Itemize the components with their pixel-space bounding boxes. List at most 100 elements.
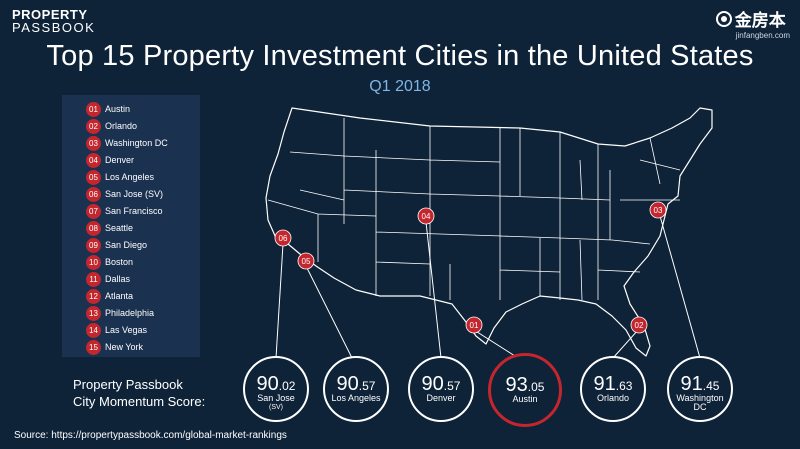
score-integer: 91 [680,373,703,395]
rank-badge: 08 [86,220,101,236]
source-citation: Source: https://propertypassbook.com/glo… [14,430,287,441]
score-circle-san-jose: 90.02 San Jose (SV) [243,356,309,422]
jinfangben-name: 金房本 [734,11,786,30]
score-decimal: .57 [443,379,461,393]
score-city: Washington [676,393,724,403]
ranking-legend: 01 Austin 02 Orlando 03 Washington DC 04… [62,95,200,357]
connector-denver [425,221,442,359]
rank-badge: 11 [86,271,101,287]
marker-washington: 03 [649,201,667,219]
rank-city: Seattle [105,223,134,233]
marker-los-angeles-label: 05 [302,257,311,266]
rank-city: Washington DC [105,138,168,148]
score-city: Orlando [596,393,630,403]
score-city: Los Angeles [331,393,381,403]
logo-line-2: PASSBOOK [12,20,96,35]
score-integer: 90 [421,373,444,395]
score-circle-austin: 93.05 Austin [488,353,562,427]
jinfangben-logo: 金房本 jinfangben.com [715,6,790,40]
score-circle-washington: 91.45 Washington DC [667,356,733,422]
marker-denver-label: 04 [422,212,431,221]
rank-badge: 05 [86,169,101,185]
marker-orlando-label: 02 [635,321,644,330]
rank-badge: 12 [86,288,101,304]
us-states [265,107,713,357]
score-integer: 90 [256,373,279,395]
legend-item: 01 Austin [86,101,130,117]
rank-badge: 07 [86,203,101,219]
score-decimal: .57 [358,379,376,393]
page-subtitle: Q1 2018 [369,78,431,95]
rank-badge: 03 [86,135,101,151]
legend-item: 09 San Diego [86,237,147,253]
legend-item: 10 Boston [86,254,133,270]
rank-city: Philadelphia [105,308,155,318]
rank-city: Las Vegas [105,325,148,335]
legend-item: 12 Atlanta [86,288,133,304]
marker-orlando: 02 [630,316,648,334]
legend-item: 02 Orlando [86,118,137,134]
rank-badge: 02 [86,118,101,134]
rank-city: Dallas [105,274,131,284]
rank-city: Boston [105,257,134,267]
rank-city: Orlando [105,121,138,131]
rank-badge: 01 [86,101,101,117]
map-markers: 01 02 03 04 05 06 [274,201,667,334]
score-integer: 90 [336,373,359,395]
score-label-line-1: Property Passbook [73,377,183,392]
marker-washington-label: 03 [654,206,663,215]
score-decimal: .05 [527,380,545,394]
marker-los-angeles: 05 [297,252,315,270]
score-city: Austin [512,394,538,404]
connector-san-jose [275,243,284,359]
rank-city: New York [105,342,144,352]
jinfangben-url: jinfangben.com [735,30,790,40]
score-decimal: .63 [615,379,633,393]
rank-badge: 06 [86,186,101,202]
rank-city: Denver [105,155,135,165]
legend-item: 15 New York [86,339,143,355]
jinfangben-mark-icon [715,10,732,27]
score-circle-orlando: 91.63 Orlando [580,356,646,422]
legend-item: 03 Washington DC [86,135,168,151]
legend-item: 14 Las Vegas [86,322,147,338]
score-city-sub: (SV) [269,404,283,411]
legend-item: 11 Dallas [86,271,130,287]
connector-orlando [612,329,639,359]
marker-austin: 01 [465,316,483,334]
legend-item: 13 Philadelphia [86,305,154,321]
legend-item: 08 Seattle [86,220,133,236]
rank-badge: 13 [86,305,101,321]
marker-denver: 04 [417,207,435,225]
score-decimal: .02 [278,379,296,393]
legend-item: 05 Los Angeles [86,169,154,185]
marker-san-jose: 06 [274,229,292,247]
score-integer: 91 [593,373,616,395]
rank-badge: 04 [86,152,101,168]
score-integer: 93 [505,374,528,396]
score-circle-los-angeles: 90.57 Los Angeles [323,356,389,422]
legend-item: 07 San Francisco [86,203,163,219]
legend-item: 06 San Jose (SV) [86,186,163,202]
score-decimal: .45 [702,379,720,393]
rank-badge: 09 [86,237,101,253]
page-title: Top 15 Property Investment Cities in the… [46,40,754,72]
score-label-line-2: City Momentum Score: [73,394,206,409]
rank-badge: 15 [86,339,101,355]
legend-item: 04 Denver [86,152,134,168]
rank-badge: 14 [86,322,101,338]
score-city-sub: DC [693,402,707,412]
property-passbook-logo: PROPERTY PASSBOOK [12,8,95,34]
connector-lines [275,215,701,359]
marker-san-jose-label: 06 [279,234,288,243]
score-circle-denver: 90.57 Denver [408,356,474,422]
rank-city: Atlanta [105,291,134,301]
rank-badge: 10 [86,254,101,270]
connector-austin [473,329,516,357]
score-city: San Jose [257,393,295,403]
rank-city: San Jose (SV) [105,189,164,199]
logo-line-1: PROPERTY [12,7,88,22]
rank-city: Austin [105,104,131,114]
rank-city: San Francisco [105,206,163,216]
